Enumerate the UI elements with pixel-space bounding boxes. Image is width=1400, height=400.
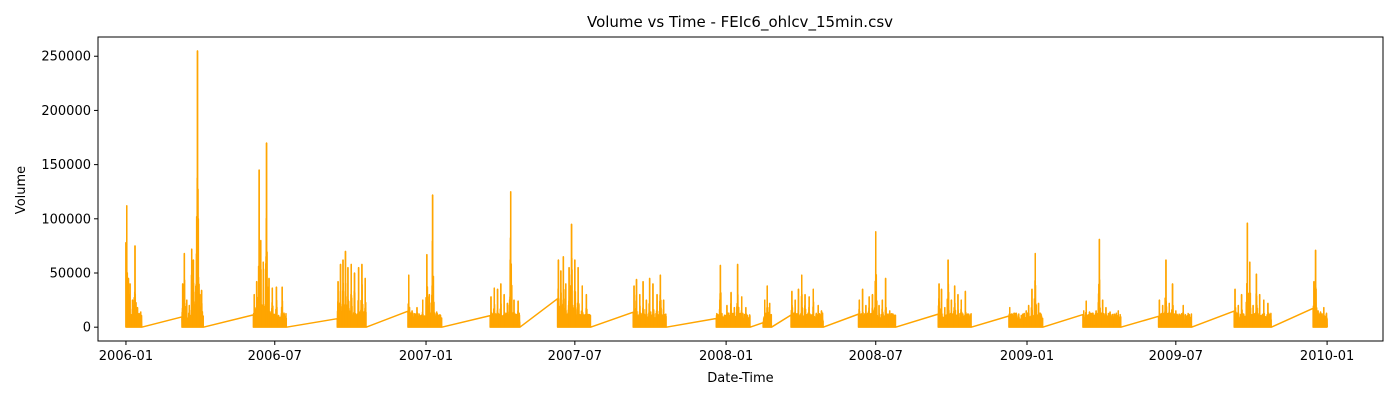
x-tick-label-1: 2006-07 bbox=[248, 349, 302, 364]
x-tick-label-8: 2010-01 bbox=[1300, 349, 1354, 364]
chart-title: Volume vs Time - FEIc6_ohlcv_15min.csv bbox=[587, 13, 893, 32]
x-tick-label-7: 2009-07 bbox=[1149, 349, 1203, 364]
x-axis-label: Date-Time bbox=[707, 371, 773, 386]
x-tick-label-0: 2006-01 bbox=[99, 349, 153, 364]
plot-area bbox=[125, 50, 1328, 328]
plot-frame bbox=[97, 36, 1384, 342]
x-tick-label-4: 2008-01 bbox=[699, 349, 753, 364]
y-tick-label-2: 100000 bbox=[41, 212, 91, 227]
y-tick-label-4: 200000 bbox=[41, 104, 91, 119]
x-tick-label-6: 2009-01 bbox=[1000, 349, 1054, 364]
x-axis: 2006-01 2006-07 2007-01 2007-07 2008-01 2008-… bbox=[99, 341, 1354, 364]
y-tick-label-3: 150000 bbox=[41, 158, 91, 173]
y-tick-label-1: 50000 bbox=[50, 266, 91, 281]
y-axis: 0 50000 100000 150000 200000 250000 bbox=[41, 50, 98, 336]
x-tick-label-5: 2008-07 bbox=[849, 349, 903, 364]
x-tick-label-3: 2007-07 bbox=[548, 349, 602, 364]
x-tick-label-2: 2007-01 bbox=[399, 349, 453, 364]
volume-series-line bbox=[125, 50, 1328, 328]
y-tick-label-0: 0 bbox=[83, 321, 91, 336]
y-tick-label-5: 250000 bbox=[41, 50, 91, 65]
y-axis-label: Volume bbox=[14, 166, 29, 214]
